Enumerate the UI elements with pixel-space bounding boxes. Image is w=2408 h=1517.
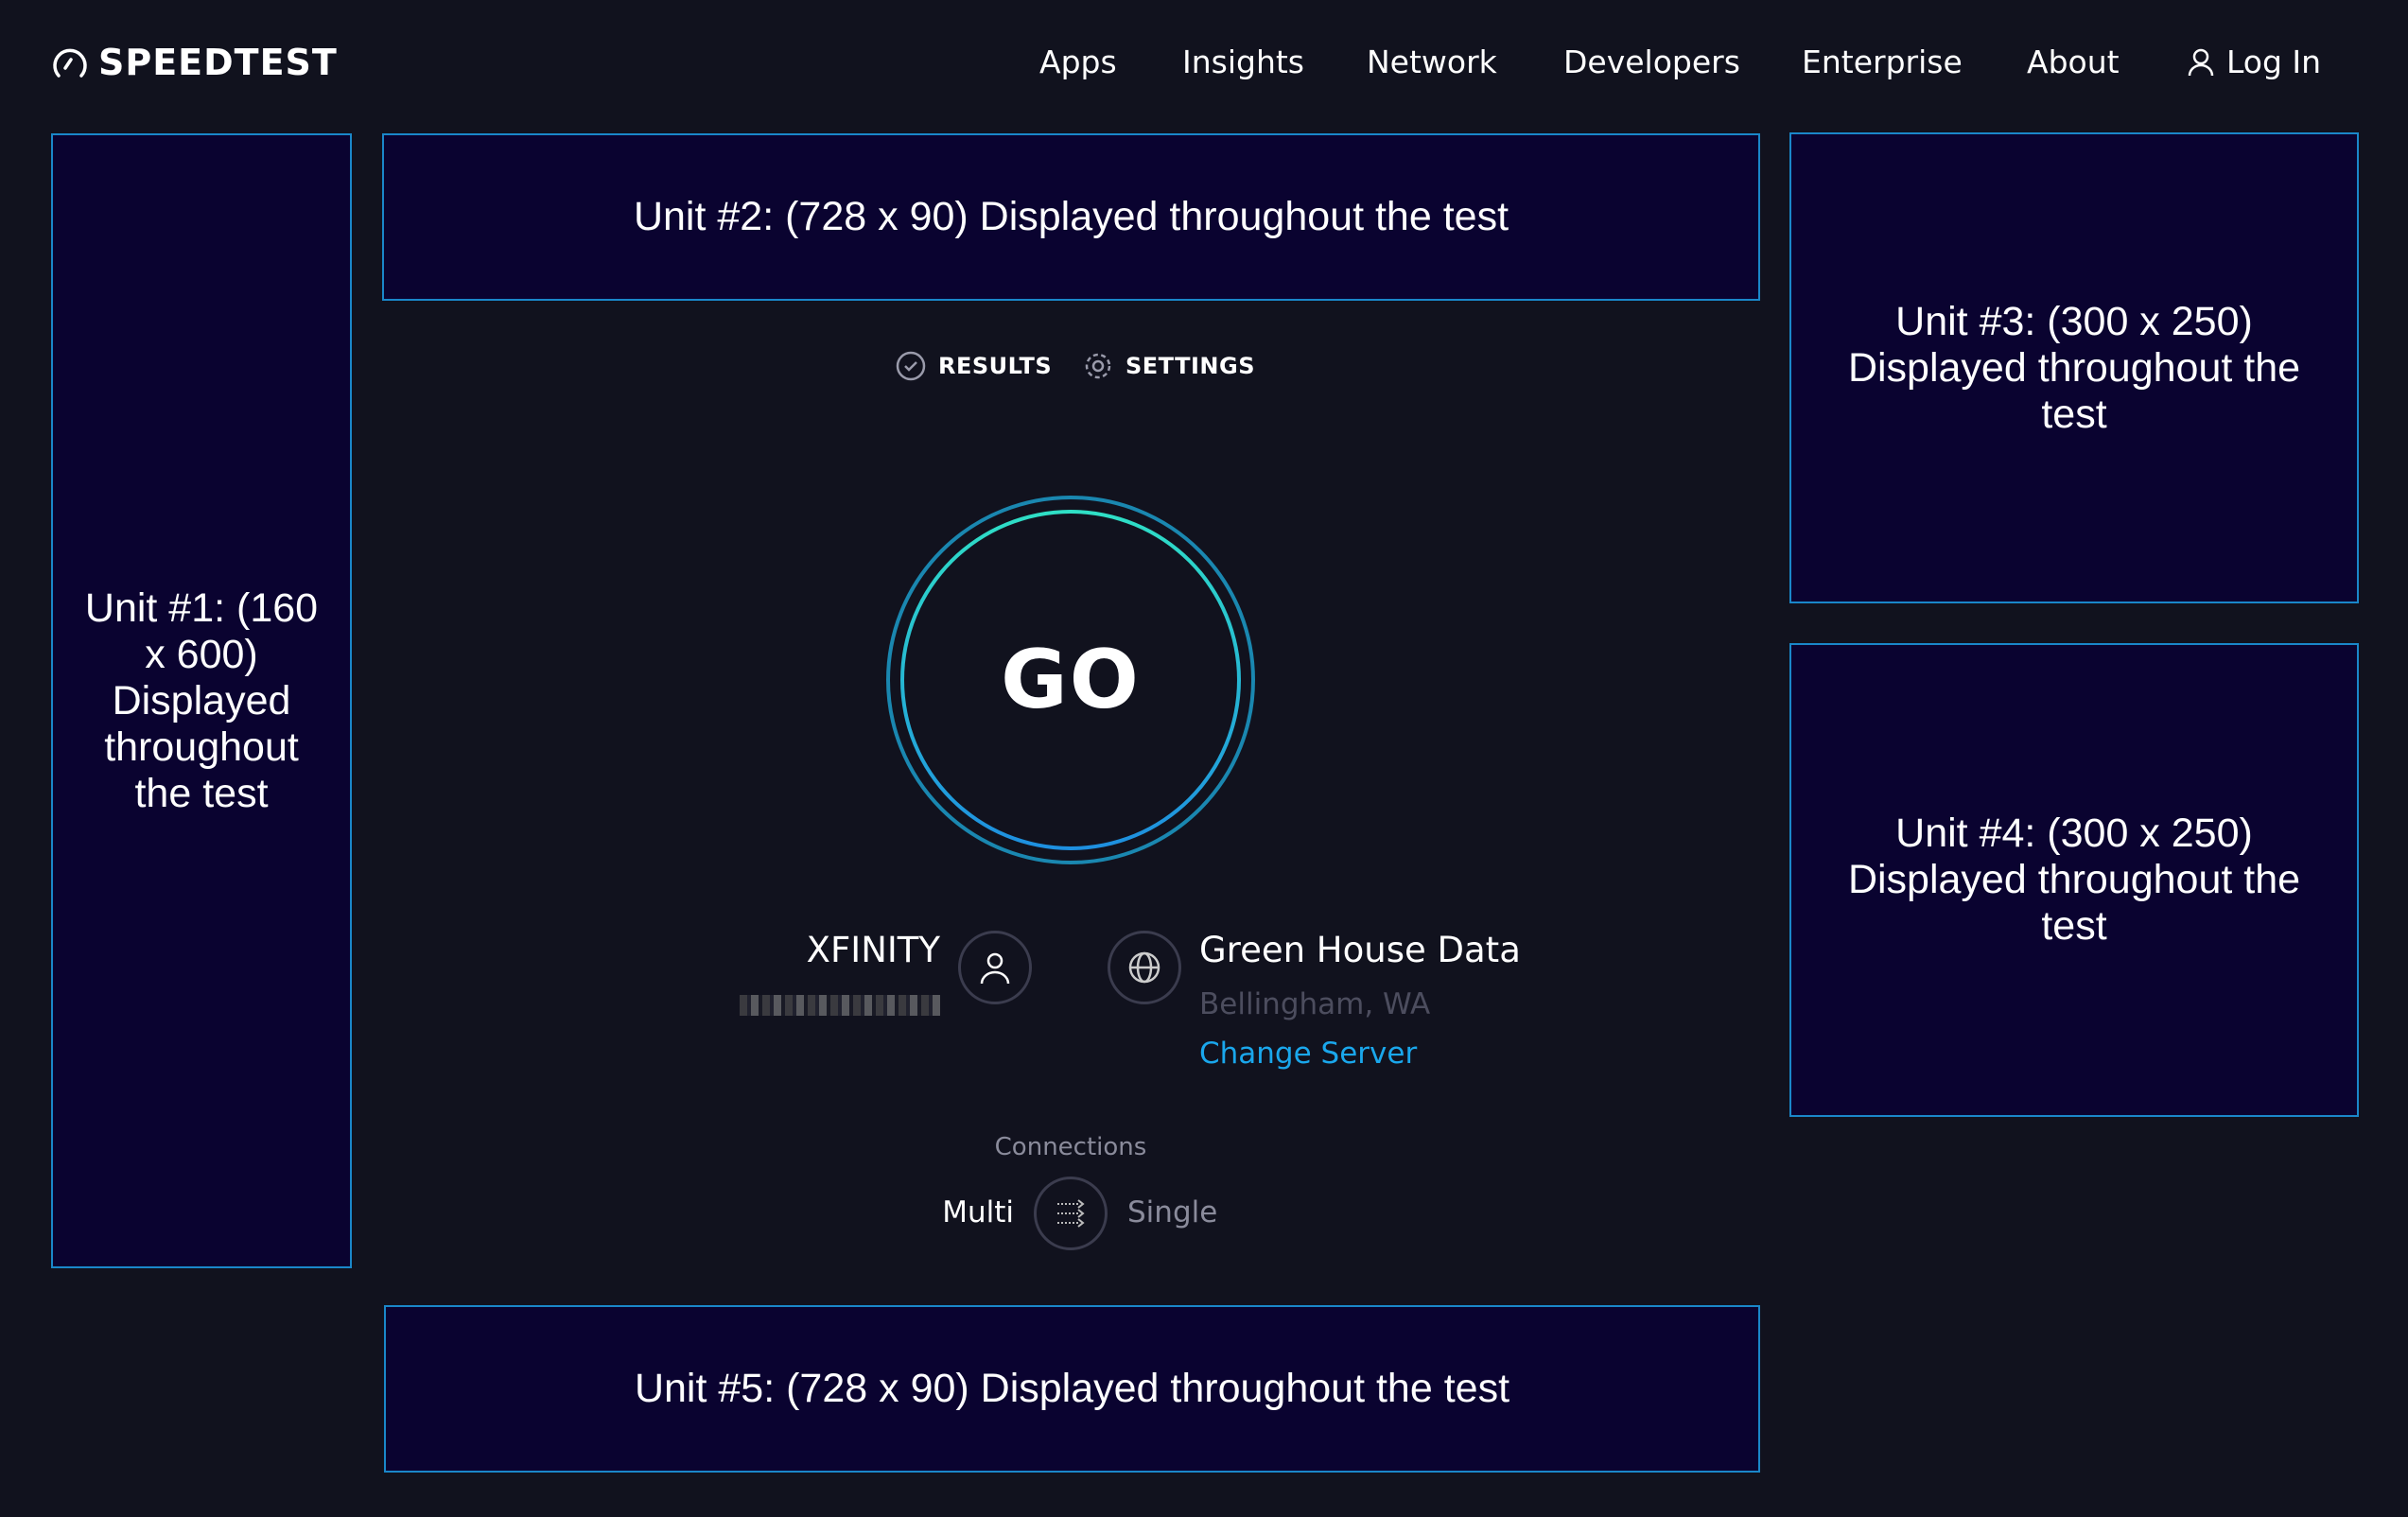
go-button[interactable]: GO [886, 496, 1255, 864]
check-circle-icon [896, 351, 926, 381]
login-link[interactable]: Log In [2187, 44, 2321, 80]
isp-icon-button [958, 931, 1032, 1004]
connections-label: Connections [994, 1133, 1147, 1161]
ad-unit-3[interactable]: Unit #3: (300 x 250) Displayed throughou… [1789, 132, 2359, 603]
connections-multi[interactable]: Multi [942, 1195, 1014, 1229]
server-location: Bellingham, WA [1199, 987, 1431, 1021]
login-label: Log In [2226, 44, 2322, 80]
user-icon [2188, 48, 2214, 76]
nav-insights[interactable]: Insights [1182, 44, 1305, 80]
ad-unit-1[interactable]: Unit #1: (160 x 600) Displayed throughou… [51, 133, 352, 1268]
isp-name: XFINITY [806, 930, 940, 970]
nav-about[interactable]: About [2027, 44, 2120, 80]
globe-icon [1128, 951, 1160, 984]
change-server-link[interactable]: Change Server [1199, 1037, 1418, 1071]
tab-results-label: RESULTS [938, 353, 1053, 379]
go-label: GO [900, 510, 1241, 850]
speedometer-icon [53, 48, 87, 78]
connections-toggle[interactable] [1034, 1177, 1108, 1250]
server-name: Green House Data [1199, 930, 1521, 970]
server-icon-button [1108, 931, 1181, 1004]
logo-text: SPEEDTEST [98, 42, 338, 83]
tab-settings[interactable]: SETTINGS [1082, 350, 1255, 382]
connections-single[interactable]: Single [1127, 1195, 1218, 1229]
tab-settings-label: SETTINGS [1125, 353, 1255, 379]
ad-unit-5[interactable]: Unit #5: (728 x 90) Displayed throughout… [384, 1305, 1760, 1473]
nav-enterprise[interactable]: Enterprise [1802, 44, 1963, 80]
gear-icon [1085, 353, 1111, 379]
nav-apps[interactable]: Apps [1039, 44, 1117, 80]
multi-arrows-icon [1057, 1199, 1085, 1228]
nav-developers[interactable]: Developers [1563, 44, 1740, 80]
tab-results[interactable]: RESULTS [895, 350, 1052, 382]
person-icon [980, 952, 1010, 985]
redacted-ip [740, 995, 940, 1016]
speedtest-logo[interactable]: SPEEDTEST [51, 42, 338, 83]
ad-unit-2[interactable]: Unit #2: (728 x 90) Displayed throughout… [382, 133, 1760, 301]
nav-network[interactable]: Network [1367, 44, 1497, 80]
ad-unit-4[interactable]: Unit #4: (300 x 250) Displayed throughou… [1789, 643, 2359, 1117]
